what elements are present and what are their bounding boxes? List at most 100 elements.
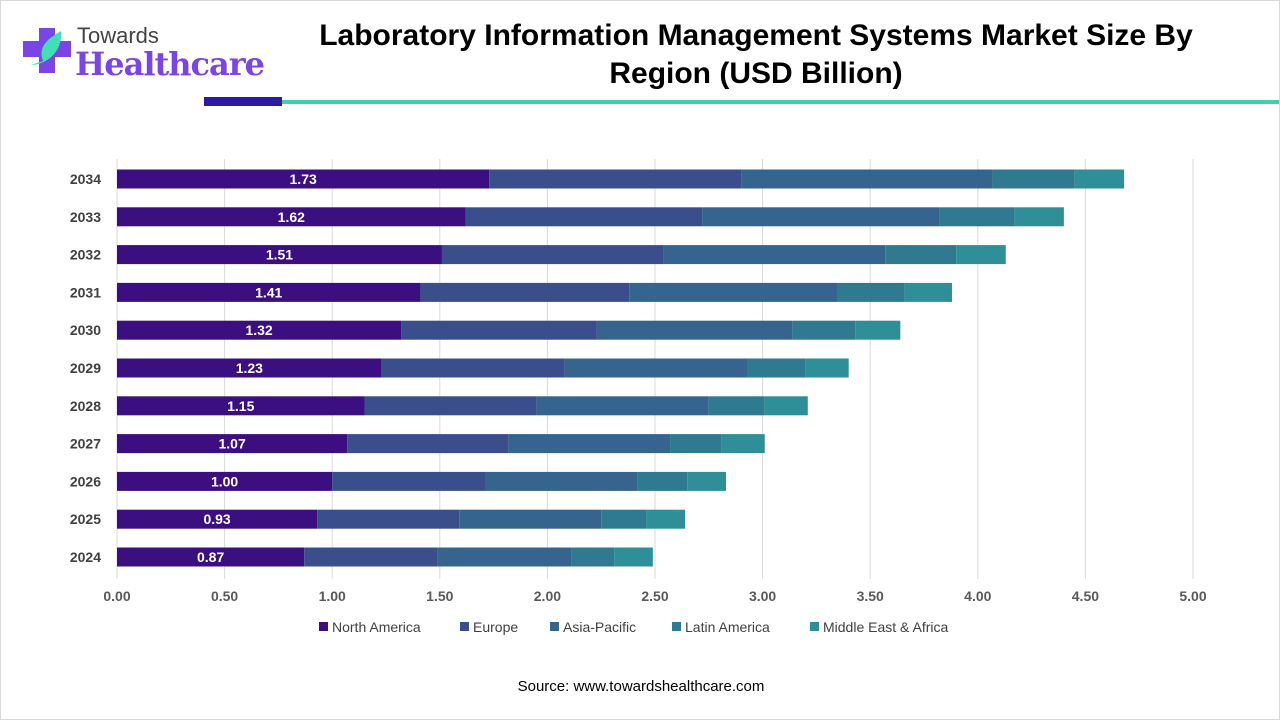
legend-swatch [810,622,819,631]
bar-asia-pacific [564,358,748,378]
bar-latin-america [885,245,957,265]
bar-middle-east-africa [646,509,686,529]
bar-north-america [117,320,402,340]
legend-label: Europe [473,619,518,635]
bar-middle-east-africa [904,282,952,302]
bar-latin-america [792,320,856,340]
bar-north-america [117,245,442,265]
bar-europe [304,547,438,567]
y-tick-label: 2031 [70,284,101,300]
data-label: 1.00 [211,473,238,489]
x-tick-label: 3.50 [857,588,884,604]
bar-middle-east-africa [614,547,653,567]
source-note: Source: www.towardshealthcare.com [517,678,765,695]
y-tick-label: 2034 [70,171,101,187]
bar-asia-pacific [536,396,709,416]
bar-europe [441,245,664,265]
y-tick-label: 2027 [70,436,101,452]
bar-middle-east-africa [805,358,849,378]
bar-europe [465,207,703,227]
x-tick-label: 1.50 [426,588,453,604]
bar-europe [420,282,630,302]
bar-north-america [117,169,490,189]
legend-swatch [550,622,559,631]
bar-middle-east-africa [764,396,808,416]
data-label: 1.51 [266,247,293,263]
y-tick-label: 2029 [70,360,101,376]
y-tick-label: 2033 [70,209,101,225]
bar-north-america [117,547,305,567]
data-label: 0.93 [203,511,230,527]
bar-europe [332,471,485,491]
bar-north-america [117,434,348,454]
y-tick-label: 2030 [70,322,101,338]
x-tick-label: 2.00 [534,588,561,604]
data-label: 0.87 [197,549,224,565]
bar-middle-east-africa [721,434,765,454]
y-tick-label: 2032 [70,247,101,263]
bar-europe [381,358,565,378]
x-tick-label: 0.50 [211,588,238,604]
bar-asia-pacific [741,169,993,189]
bar-asia-pacific [484,471,638,491]
bar-europe [317,509,460,529]
data-label: 1.23 [236,360,263,376]
bar-asia-pacific [629,282,838,302]
bar-asia-pacific [459,509,602,529]
x-tick-label: 2.50 [641,588,668,604]
bar-latin-america [670,434,722,454]
legend-label: Asia-Pacific [563,619,636,635]
legend-label: Latin America [685,619,770,635]
bar-latin-america [708,396,765,416]
accent-bar [204,97,282,106]
accent-line [282,100,1279,104]
bar-latin-america [837,282,905,302]
data-label: 1.62 [278,209,305,225]
logo-text-towards: Towards [77,23,159,48]
data-label: 1.32 [245,322,272,338]
bar-europe [364,396,537,416]
x-tick-label: 4.50 [1072,588,1099,604]
bar-north-america [117,396,365,416]
bar-asia-pacific [508,434,671,454]
bar-latin-america [571,547,615,567]
data-label: 1.73 [290,171,317,187]
bar-middle-east-africa [1074,169,1125,189]
bar-north-america [117,358,382,378]
bar-asia-pacific [663,245,886,265]
bar-europe [489,169,742,189]
legend-label: North America [332,619,421,635]
y-tick-label: 2025 [70,511,101,527]
y-tick-label: 2028 [70,398,101,414]
bar-latin-america [637,471,688,491]
medical-cross-leaf-icon [23,28,71,73]
chart-title: Laboratory Information Management System… [319,19,1193,90]
x-tick-label: 3.00 [749,588,776,604]
bar-middle-east-africa [1014,207,1064,227]
bar-middle-east-africa [956,245,1006,265]
data-label: 1.41 [255,284,282,300]
bar-latin-america [939,207,1015,227]
legend-swatch [460,622,469,631]
bar-asia-pacific [702,207,940,227]
bar-north-america [117,471,333,491]
data-label: 1.07 [219,436,246,452]
x-tick-label: 1.00 [319,588,346,604]
legend-swatch [319,622,328,631]
bar-middle-east-africa [855,320,901,340]
logo-text-healthcare: Healthcare [75,45,265,83]
bar-north-america [117,509,318,529]
bar-latin-america [601,509,647,529]
bar-latin-america [992,169,1075,189]
bar-latin-america [747,358,806,378]
y-tick-label: 2026 [70,473,101,489]
bar-north-america [117,207,466,227]
bar-asia-pacific [596,320,793,340]
bar-asia-pacific [437,547,572,567]
legend-swatch [672,622,681,631]
bar-europe [347,434,509,454]
x-tick-label: 4.00 [964,588,991,604]
x-tick-label: 0.00 [103,588,130,604]
